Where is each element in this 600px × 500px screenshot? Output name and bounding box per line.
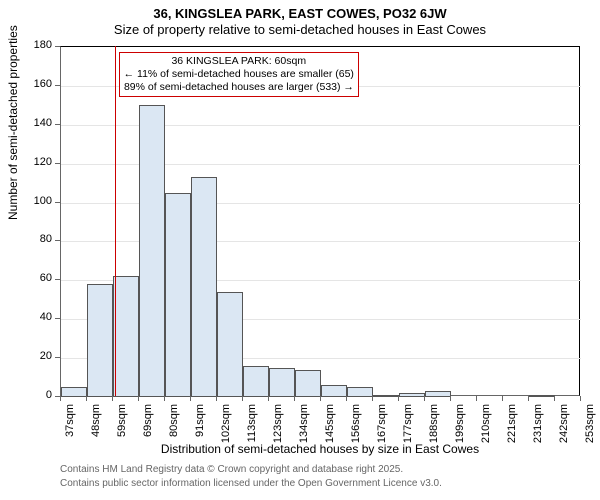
ytick-label: 100 [22, 195, 52, 207]
ytick-mark [55, 240, 60, 241]
xtick-mark [60, 396, 61, 401]
xtick-mark [164, 396, 165, 401]
histogram-bar [191, 177, 217, 397]
ytick-mark [55, 279, 60, 280]
ytick-label: 20 [22, 350, 52, 362]
ytick-label: 180 [22, 39, 52, 51]
xtick-mark [190, 396, 191, 401]
xtick-mark [476, 396, 477, 401]
histogram-bar [295, 370, 321, 397]
ytick-mark [55, 46, 60, 47]
xtick-mark [320, 396, 321, 401]
histogram-bar [139, 105, 165, 397]
xtick-mark [398, 396, 399, 401]
xtick-mark [502, 396, 503, 401]
ytick-mark [55, 202, 60, 203]
footer-line1: Contains HM Land Registry data © Crown c… [60, 464, 403, 475]
annotation-line3: 89% of semi-detached houses are larger (… [124, 81, 354, 94]
ytick-label: 80 [22, 233, 52, 245]
histogram-bar [243, 366, 269, 397]
xtick-mark [580, 396, 581, 401]
chart-title-line2: Size of property relative to semi-detach… [0, 22, 600, 37]
xtick-mark [86, 396, 87, 401]
chart-container: 36, KINGSLEA PARK, EAST COWES, PO32 6JW … [0, 0, 600, 500]
histogram-bar [399, 393, 425, 397]
xtick-mark [268, 396, 269, 401]
annotation-box: 36 KINGSLEA PARK: 60sqm← 11% of semi-det… [119, 52, 359, 97]
ytick-label: 60 [22, 272, 52, 284]
chart-title-line1: 36, KINGSLEA PARK, EAST COWES, PO32 6JW [0, 6, 600, 21]
histogram-bar [529, 395, 555, 397]
histogram-bar [87, 284, 113, 397]
ytick-label: 160 [22, 78, 52, 90]
histogram-bar [373, 395, 399, 397]
ytick-label: 120 [22, 156, 52, 168]
xtick-mark [346, 396, 347, 401]
xtick-label: 253sqm [584, 404, 596, 448]
xtick-mark [450, 396, 451, 401]
histogram-bar [61, 387, 87, 397]
histogram-bar [425, 391, 451, 397]
x-axis-label: Distribution of semi-detached houses by … [60, 442, 580, 456]
y-axis-label: Number of semi-detached properties [6, 25, 20, 220]
xtick-mark [528, 396, 529, 401]
histogram-bar [165, 193, 191, 397]
xtick-mark [372, 396, 373, 401]
annotation-line2: ← 11% of semi-detached houses are smalle… [124, 68, 354, 81]
xtick-mark [242, 396, 243, 401]
histogram-bar [217, 292, 243, 397]
footer-line2: Contains public sector information licen… [60, 478, 442, 489]
ytick-mark [55, 318, 60, 319]
ytick-label: 0 [22, 389, 52, 401]
ytick-mark [55, 163, 60, 164]
xtick-mark [554, 396, 555, 401]
xtick-mark [294, 396, 295, 401]
xtick-mark [112, 396, 113, 401]
ytick-mark [55, 357, 60, 358]
xtick-mark [216, 396, 217, 401]
marker-line [115, 46, 116, 396]
annotation-line1: 36 KINGSLEA PARK: 60sqm [124, 55, 354, 68]
xtick-mark [424, 396, 425, 401]
ytick-label: 140 [22, 117, 52, 129]
ytick-label: 40 [22, 311, 52, 323]
histogram-bar [347, 387, 373, 397]
ytick-mark [55, 124, 60, 125]
plot-area [60, 46, 580, 396]
ytick-mark [55, 85, 60, 86]
histogram-bar [113, 276, 139, 397]
xtick-mark [138, 396, 139, 401]
histogram-bar [321, 385, 347, 397]
histogram-bar [269, 368, 295, 397]
